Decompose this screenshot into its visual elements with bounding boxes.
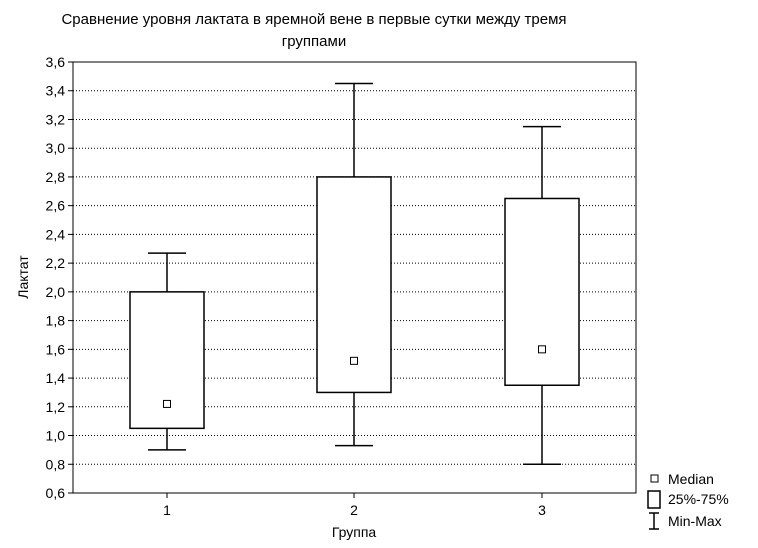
y-axis-label: Лактат: [15, 255, 31, 299]
legend-item-whisker: Min-Max: [649, 512, 722, 530]
y-tick-label: 1,6: [46, 341, 66, 357]
chart-title-line-2: группами: [282, 33, 346, 50]
y-tick-label: 3,4: [46, 83, 66, 99]
x-tick-label: 3: [538, 502, 546, 518]
chart-title-line-1: Сравнение уровня лактата в яремной вене …: [61, 11, 566, 28]
iqr-box: [504, 197, 580, 386]
x-axis-label: Группа: [332, 524, 377, 540]
legend-label: 25%-75%: [668, 491, 729, 507]
legend-median-symbol: [650, 474, 659, 483]
legend-item-median-square: Median: [650, 471, 714, 487]
y-tick-label: 1,8: [46, 313, 66, 329]
y-tick-label: 2,6: [46, 198, 66, 214]
y-tick-label: 2,4: [46, 226, 66, 242]
box-group-3: [504, 125, 580, 466]
y-tick-label: 0,6: [46, 485, 66, 501]
y-tick-label: 3,6: [46, 54, 66, 70]
box-series: [129, 82, 580, 466]
y-tick-label: 1,2: [46, 399, 66, 415]
legend-box-symbol: [647, 490, 661, 509]
y-tick-label: 1,0: [46, 428, 66, 444]
y-tick-label: 3,0: [46, 140, 66, 156]
legend: Median 25%-75% Min-Max: [647, 471, 729, 530]
legend-label: Median: [668, 471, 714, 487]
y-axis-ticks: 0,6 0,8 1,0 1,2 1,4 1,6 1,8 2,0 2,2 2,4 2,6 2,8 3,0 3…: [46, 54, 73, 501]
box-group-2: [316, 82, 392, 447]
box-group-1: [129, 252, 205, 451]
median-marker: [350, 356, 358, 365]
y-tick-label: 0,8: [46, 456, 66, 472]
x-axis-ticks: 1 2 3: [163, 493, 546, 518]
median-marker: [163, 399, 171, 408]
legend-label: Min-Max: [668, 513, 722, 529]
y-tick-label: 2,2: [46, 255, 66, 271]
y-tick-label: 2,8: [46, 169, 66, 185]
legend-item-box: 25%-75%: [647, 490, 729, 509]
y-tick-label: 1,4: [46, 370, 66, 386]
x-tick-label: 1: [163, 502, 171, 518]
median-marker: [538, 345, 546, 354]
iqr-box: [316, 176, 392, 394]
y-tick-label: 3,2: [46, 111, 66, 127]
x-tick-label: 2: [350, 502, 358, 518]
y-tick-label: 2,0: [46, 284, 66, 300]
